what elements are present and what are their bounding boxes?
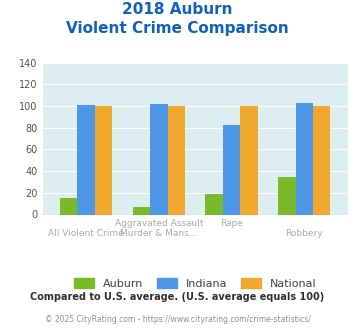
Text: 2018 Auburn: 2018 Auburn: [122, 2, 233, 16]
Bar: [168, 106, 185, 214]
Text: Violent Crime Comparison: Violent Crime Comparison: [66, 21, 289, 36]
Bar: [223, 124, 240, 214]
Bar: [313, 106, 331, 214]
Bar: [240, 106, 258, 214]
Text: Rape: Rape: [220, 219, 243, 228]
Bar: [77, 105, 95, 214]
Bar: [95, 106, 113, 214]
Text: Aggravated Assault: Aggravated Assault: [115, 219, 203, 228]
Bar: [133, 207, 150, 214]
Bar: [278, 177, 296, 214]
Bar: [150, 104, 168, 214]
Bar: [60, 198, 77, 214]
Text: Compared to U.S. average. (U.S. average equals 100): Compared to U.S. average. (U.S. average …: [31, 292, 324, 302]
Text: Robbery: Robbery: [285, 229, 323, 238]
Text: All Violent Crime: All Violent Crime: [48, 229, 124, 238]
Text: © 2025 CityRating.com - https://www.cityrating.com/crime-statistics/: © 2025 CityRating.com - https://www.city…: [45, 315, 310, 324]
Text: Murder & Mans...: Murder & Mans...: [120, 229, 198, 238]
Legend: Auburn, Indiana, National: Auburn, Indiana, National: [74, 278, 316, 288]
Bar: [296, 103, 313, 214]
Bar: [206, 194, 223, 214]
